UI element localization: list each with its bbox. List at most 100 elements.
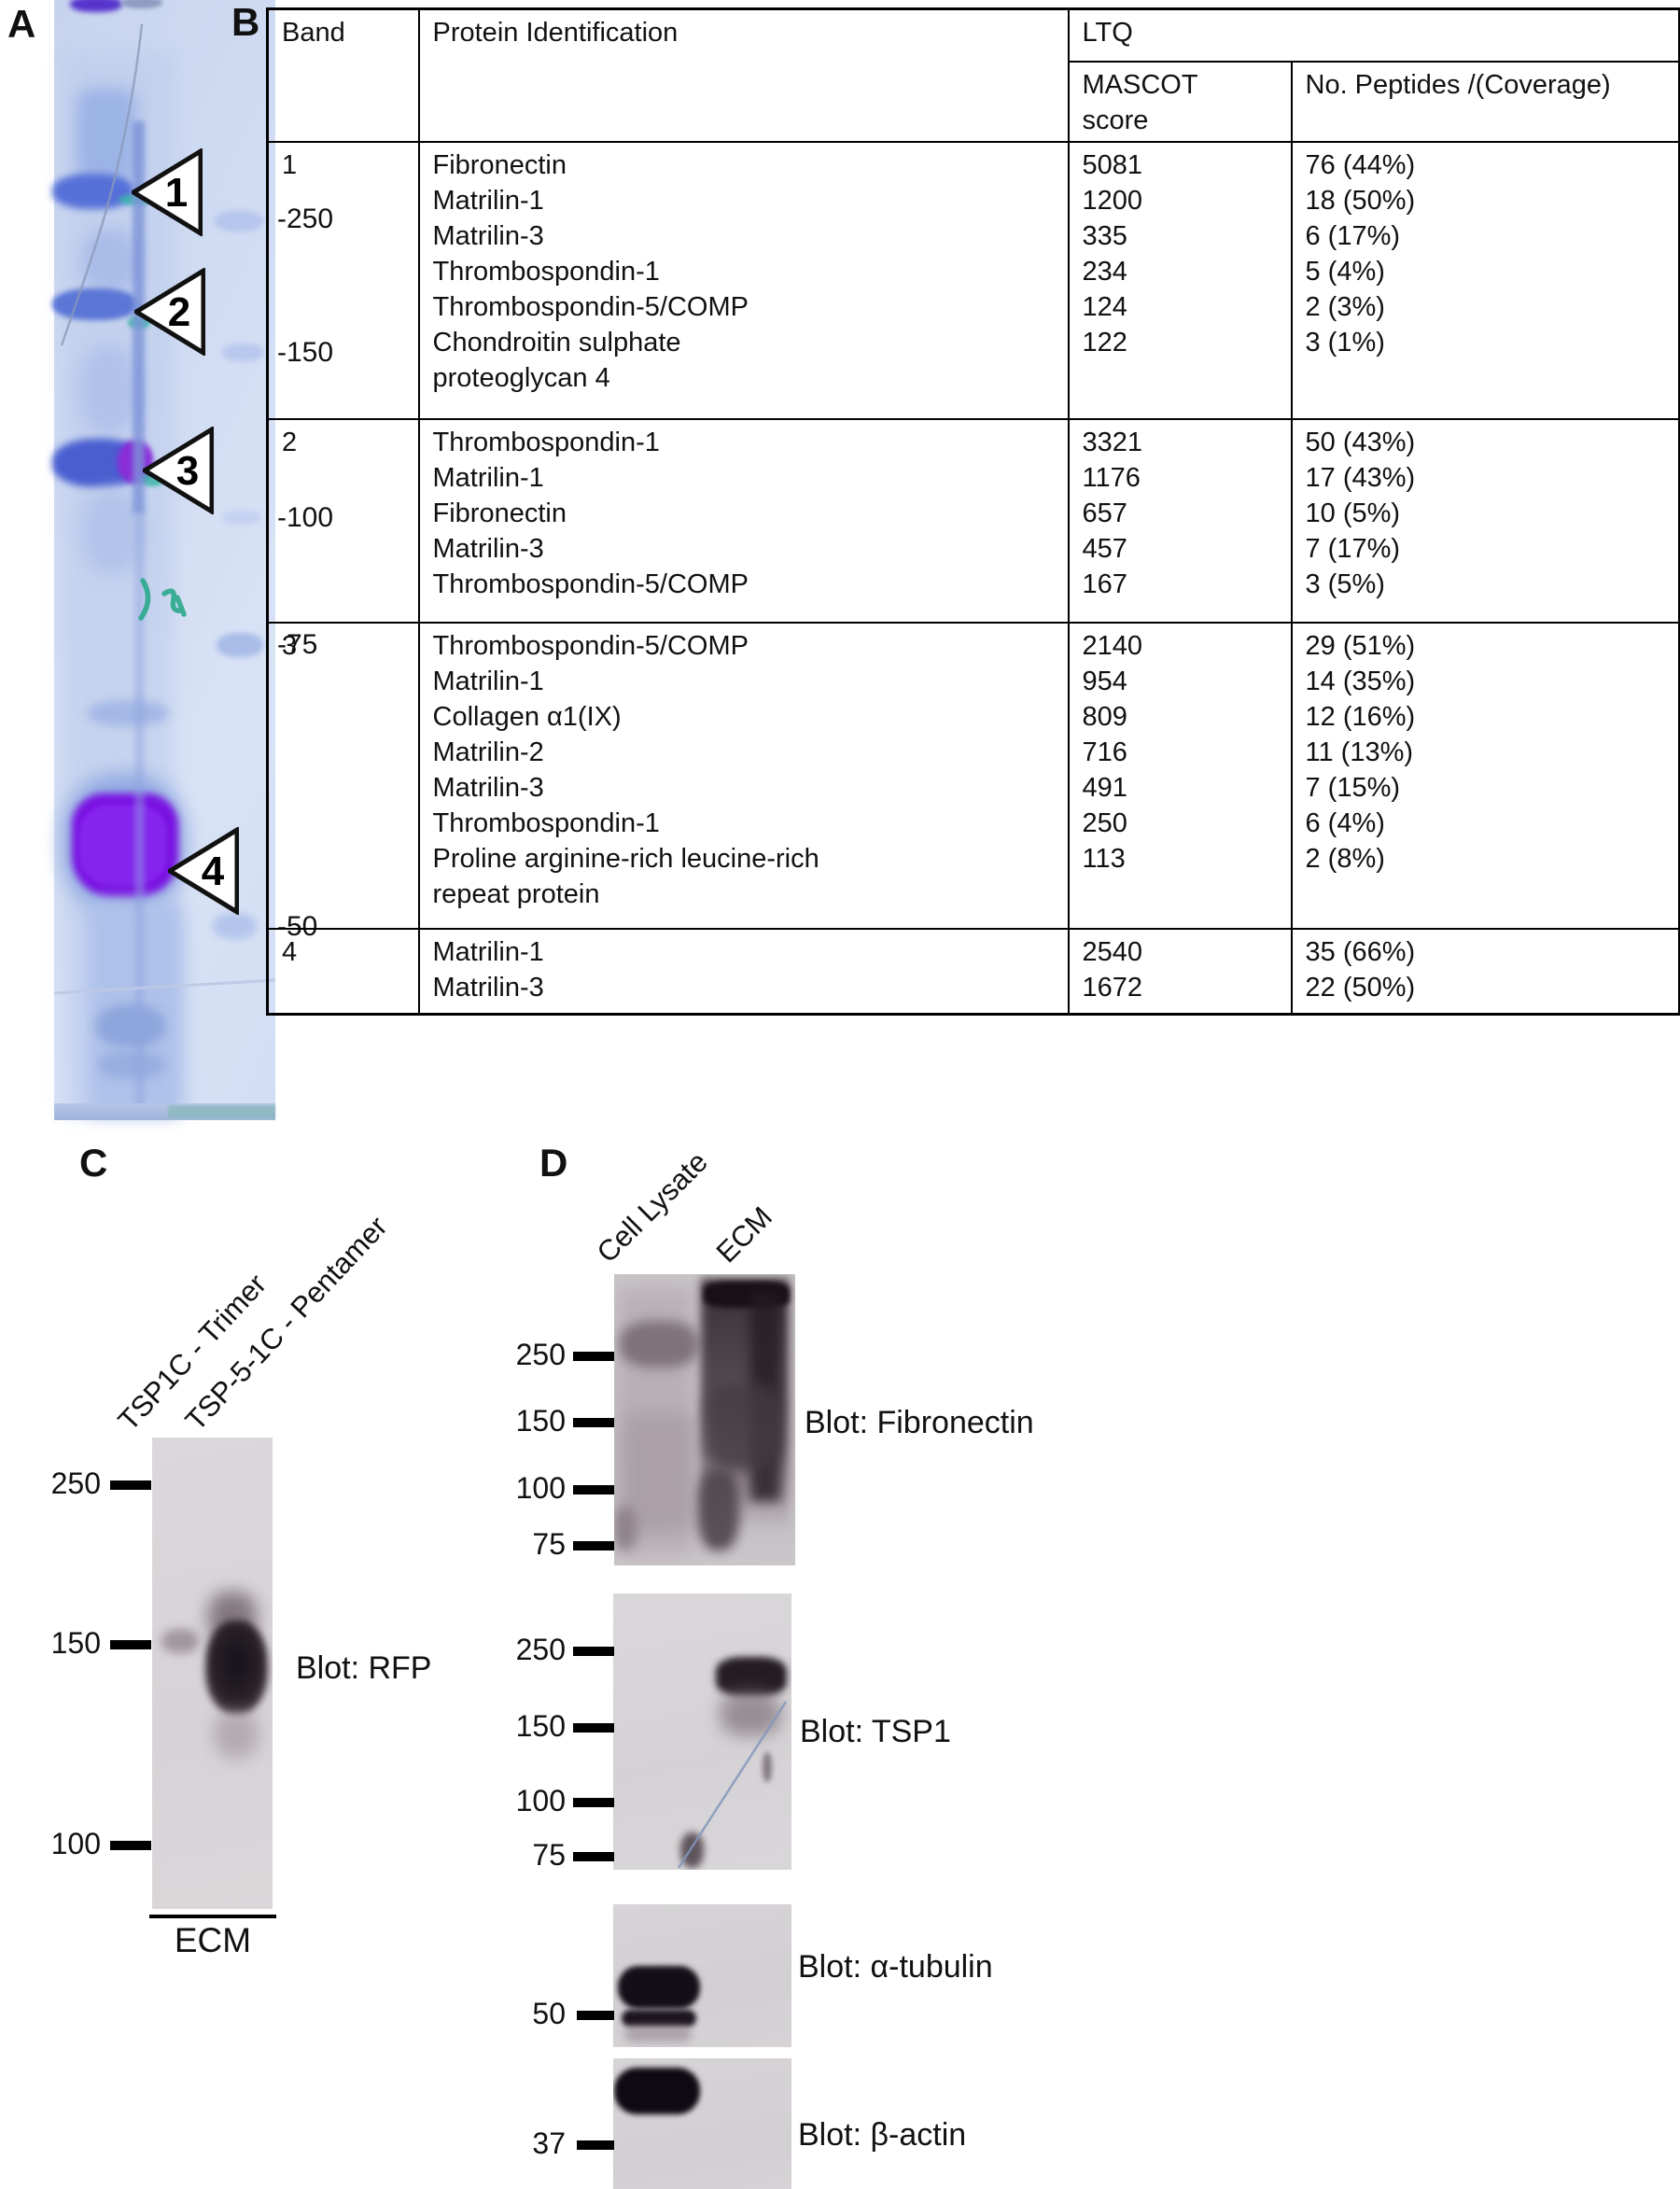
mw-tick-d1-250 — [573, 1352, 614, 1361]
table-row-band3: 3 Thrombospondin-5/COMP Matrilin-1 Colla… — [266, 621, 1680, 930]
mw-label-c-100: 100 — [50, 1827, 101, 1860]
mw-tick-d1-100 — [573, 1485, 614, 1494]
gel-band-2 — [52, 288, 138, 320]
gel-band-1 — [52, 174, 134, 209]
mw-label-d2-150: 150 — [515, 1709, 566, 1743]
gel-well-smudge — [121, 0, 162, 8]
tsp1-spot-mid — [763, 1752, 772, 1782]
table-row-band4: 4 Matrilin-1 Matrilin-3 2540 1672 35 (66… — [266, 927, 1680, 1016]
tsp1-scratch-line — [677, 1701, 788, 1869]
mw-tick-d1-150 — [573, 1418, 614, 1427]
tsp1-blot-image — [613, 1593, 791, 1870]
mw-label-c-150: 150 — [50, 1626, 101, 1660]
ecm-group-label: ECM — [174, 1921, 252, 1959]
cell-proteins: Thrombospondin-1 Matrilin-1 Fibronectin … — [417, 417, 1070, 624]
lane-label-ecm: ECM — [709, 1200, 779, 1270]
col-header-mascot: MASCOT score — [1067, 60, 1293, 143]
panel-d-label: D — [539, 1141, 568, 1185]
tsp1-ecm-band — [716, 1657, 787, 1696]
mw-label-c-250: 250 — [50, 1466, 101, 1500]
actin-band — [614, 2068, 700, 2114]
cell-peptides: 35 (66%) 22 (50%) — [1290, 927, 1680, 1016]
gel-marker-band-50 — [213, 913, 257, 939]
gel-marker-band-250 — [215, 211, 263, 232]
rfp-blot-image — [152, 1438, 273, 1909]
cell-peptides: 50 (43%) 17 (43%) 10 (5%) 7 (17%) 3 (5%) — [1290, 417, 1680, 624]
table-row-band2: 2 Thrombospondin-1 Matrilin-1 Fibronecti… — [266, 417, 1680, 624]
tubulin-blot-image — [613, 1904, 791, 2047]
gel-smear-mid2 — [80, 345, 138, 434]
blot-caption-actin: Blot: β-actin — [798, 2117, 967, 2153]
rfp-band-pentamer-tail — [214, 1710, 259, 1759]
gel-lane-edge-streak-lower — [134, 509, 145, 1116]
fn-cl-low-smear — [623, 1414, 693, 1531]
cell-band: 2 — [266, 417, 420, 624]
gel-smear-top — [77, 89, 136, 182]
tubulin-band-lower — [622, 2010, 696, 2027]
gel-band-faint-1 — [88, 700, 168, 726]
gel-crease-line — [54, 978, 275, 995]
band-arrow-3: 3 — [143, 427, 214, 514]
gel-band-faint-3 — [98, 1051, 165, 1079]
mw-label-d1-75: 75 — [532, 1527, 566, 1561]
blot-caption-tsp1: Blot: TSP1 — [800, 1714, 951, 1749]
table-row-band1: 1 Fibronectin Matrilin-1 Matrilin-3 Thro… — [266, 140, 1680, 420]
lane-label-cell-lysate: Cell Lysate — [590, 1144, 714, 1270]
mw-tick-c-150 — [110, 1640, 151, 1649]
mw-label-d4-37: 37 — [532, 2126, 566, 2160]
panel-b-label: B — [231, 0, 260, 44]
blot-caption-fibronectin: Blot: Fibronectin — [805, 1405, 1034, 1440]
mw-tick-d3-50 — [577, 2011, 614, 2020]
fn-cl-bottom-spot — [614, 1506, 637, 1551]
rfp-band-trimer — [161, 1629, 199, 1653]
actin-blot-image — [613, 2058, 791, 2189]
band-arrow-3-number: 3 — [176, 448, 199, 494]
fn-ecm-bottom-blob — [698, 1468, 739, 1551]
mw-tick-d4-37 — [577, 2140, 614, 2150]
band-arrow-1: 1 — [132, 148, 203, 236]
col-header-ltq: LTQ — [1067, 7, 1680, 63]
band-arrow-4-number: 4 — [202, 849, 225, 894]
tubulin-band-upper — [618, 1966, 700, 2009]
cell-proteins: Matrilin-1 Matrilin-3 — [417, 927, 1070, 1016]
fn-ecm-mid-blob — [706, 1384, 782, 1470]
gel-lane-edge-streak — [133, 121, 145, 513]
mw-label-d2-250: 250 — [515, 1633, 566, 1666]
mw-label-d2-100: 100 — [515, 1784, 566, 1817]
gel-marker-band-150 — [222, 344, 264, 361]
mw-label-d1-100: 100 — [515, 1471, 566, 1505]
fn-cl-250-band — [620, 1321, 698, 1368]
cell-scores: 5081 1200 335 234 124 122 — [1067, 140, 1293, 420]
protein-id-table: Band Protein Identification LTQ MASCOT s… — [266, 7, 1680, 1016]
cell-band: 4 — [266, 927, 420, 1016]
cell-proteins: Fibronectin Matrilin-1 Matrilin-3 Thromb… — [417, 140, 1070, 420]
tubulin-band-shadow — [624, 2027, 692, 2042]
ecm-group-underline — [149, 1915, 276, 1918]
blot-caption-tubulin: Blot: α-tubulin — [798, 1949, 993, 1985]
tsp1-spot-low — [680, 1832, 704, 1868]
gel-band-faint-2 — [96, 1004, 165, 1047]
blot-caption-rfp: Blot: RFP — [296, 1650, 432, 1686]
mw-tick-d2-75 — [573, 1852, 614, 1861]
gel-overlay-marks — [54, 23, 275, 995]
col-header-protein: Protein Identification — [417, 7, 1070, 143]
cell-scores: 2140 954 809 716 491 250 113 — [1067, 621, 1293, 930]
cell-peptides: 29 (51%) 14 (35%) 12 (16%) 11 (13%) 7 (1… — [1290, 621, 1680, 930]
gel-well-band — [70, 0, 122, 12]
gel-marker-band-75 — [217, 633, 263, 657]
gel-marker-band-100 — [222, 511, 261, 525]
mw-tick-d2-150 — [573, 1723, 614, 1733]
band-arrow-1-number: 1 — [165, 170, 188, 216]
cell-band: 1 — [266, 140, 420, 420]
mw-tick-d2-100 — [573, 1798, 614, 1807]
mw-label-d3-50: 50 — [532, 1997, 566, 2030]
col-header-band: Band — [266, 7, 420, 143]
mw-label-d2-75: 75 — [532, 1838, 566, 1872]
gel-crack-line — [60, 23, 144, 346]
cell-scores: 3321 1176 657 457 167 — [1067, 417, 1293, 624]
panel-a-label: A — [7, 2, 36, 46]
rfp-band-pentamer — [205, 1621, 268, 1714]
cell-peptides: 76 (44%) 18 (50%) 6 (17%) 5 (4%) 2 (3%) … — [1290, 140, 1680, 420]
mw-tick-c-250 — [110, 1480, 151, 1490]
